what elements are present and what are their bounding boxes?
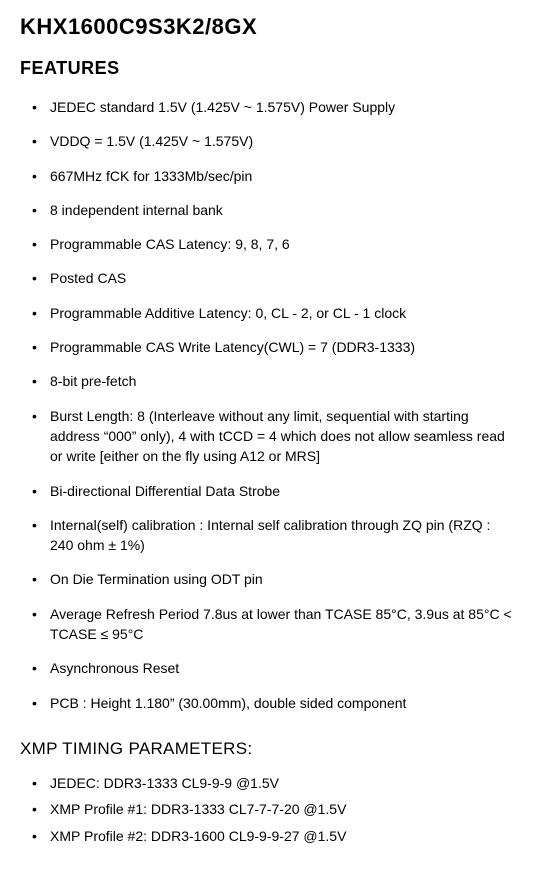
list-item: Burst Length: 8 (Interleave without any …	[28, 406, 514, 467]
list-item: Posted CAS	[28, 268, 514, 288]
list-item: 667MHz fCK for 1333Mb/sec/pin	[28, 166, 514, 186]
list-item: JEDEC standard 1.5V (1.425V ~ 1.575V) Po…	[28, 97, 514, 117]
list-item: 8 independent internal bank	[28, 200, 514, 220]
list-item: JEDEC: DDR3-1333 CL9-9-9 @1.5V	[28, 773, 514, 793]
features-list: JEDEC standard 1.5V (1.425V ~ 1.575V) Po…	[20, 97, 514, 713]
features-heading: FEATURES	[20, 58, 514, 79]
list-item: PCB : Height 1.180” (30.00mm), double si…	[28, 693, 514, 713]
list-item: 8-bit pre-fetch	[28, 371, 514, 391]
list-item: Programmable CAS Write Latency(CWL) = 7 …	[28, 337, 514, 357]
list-item: Asynchronous Reset	[28, 658, 514, 678]
list-item: Bi-directional Differential Data Strobe	[28, 481, 514, 501]
list-item: Internal(self) calibration : Internal se…	[28, 515, 514, 556]
list-item: Programmable Additive Latency: 0, CL - 2…	[28, 303, 514, 323]
list-item: Programmable CAS Latency: 9, 8, 7, 6	[28, 234, 514, 254]
xmp-heading: XMP TIMING PARAMETERS:	[20, 739, 514, 759]
product-title: KHX1600C9S3K2/8GX	[20, 14, 514, 40]
list-item: Average Refresh Period 7.8us at lower th…	[28, 604, 514, 645]
xmp-list: JEDEC: DDR3-1333 CL9-9-9 @1.5V XMP Profi…	[20, 773, 514, 846]
list-item: XMP Profile #2: DDR3-1600 CL9-9-9-27 @1.…	[28, 826, 514, 846]
list-item: XMP Profile #1: DDR3-1333 CL7-7-7-20 @1.…	[28, 799, 514, 819]
list-item: VDDQ = 1.5V (1.425V ~ 1.575V)	[28, 131, 514, 151]
list-item: On Die Termination using ODT pin	[28, 569, 514, 589]
